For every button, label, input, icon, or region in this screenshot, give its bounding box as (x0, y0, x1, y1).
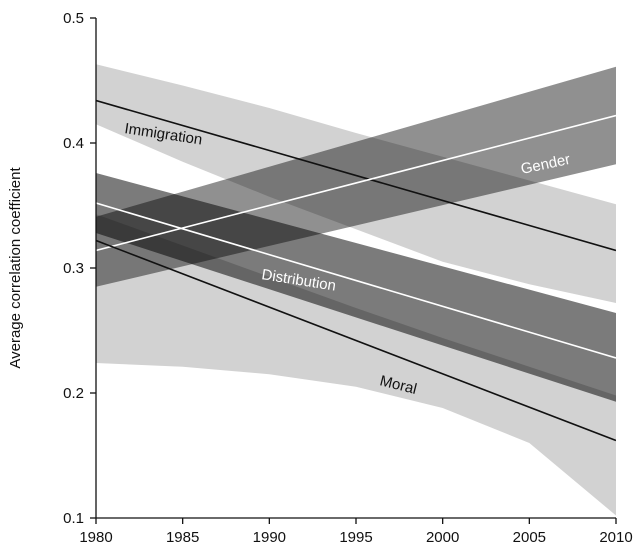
x-tick-label: 1980 (79, 529, 112, 546)
x-tick-label: 2010 (599, 529, 632, 546)
x-tick-label: 1995 (339, 529, 372, 546)
trend-line-distribution (96, 202, 616, 359)
x-tick-label: 2005 (513, 529, 546, 546)
x-tick-label: 1990 (253, 529, 286, 546)
trend-line-moral (96, 239, 616, 442)
axes: 0.1 0.2 0.3 0.4 0.5 1980 1985 1990 1995 2000 2005 2… (63, 10, 633, 546)
y-tick-label: 0.3 (63, 260, 84, 277)
confidence-band-moral (96, 214, 616, 516)
x-tick-label: 2000 (426, 529, 459, 546)
confidence-band-distribution (96, 173, 616, 402)
trend-line-immigration (96, 99, 616, 252)
y-tick-label: 0.2 (63, 385, 84, 402)
y-tick-label: 0.4 (63, 135, 84, 152)
x-tick-label: 1985 (166, 529, 199, 546)
y-axis-title: Average correlation coefficient (7, 167, 24, 369)
y-tick-label: 0.1 (63, 510, 84, 527)
y-tick-label: 0.5 (63, 10, 84, 27)
trend-lines (96, 99, 616, 442)
